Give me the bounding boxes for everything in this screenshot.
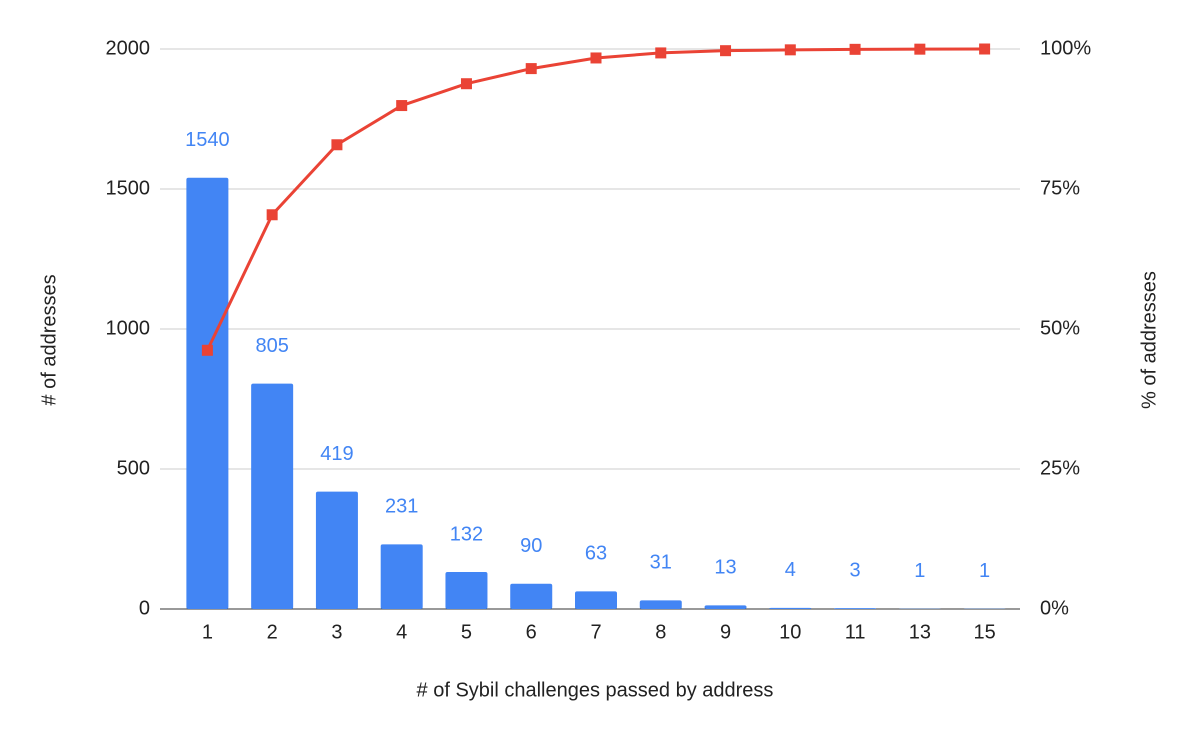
x-tick-label: 9 — [720, 621, 731, 643]
bar — [704, 605, 747, 609]
x-tick-label: 10 — [779, 621, 801, 643]
x-tick-label: 5 — [461, 621, 472, 643]
line-marker — [525, 63, 537, 75]
bar — [315, 491, 358, 609]
y2-axis-title: % of addresses — [1138, 271, 1160, 409]
x-tick-label: 7 — [590, 621, 601, 643]
x-tick-label: 13 — [909, 621, 931, 643]
line-marker — [720, 45, 732, 57]
x-tick-label: 1 — [202, 621, 213, 643]
x-axis-title: # of Sybil challenges passed by address — [417, 679, 774, 701]
data-label: 31 — [650, 552, 672, 574]
line-marker — [914, 43, 926, 55]
bar — [769, 607, 812, 609]
data-label: 13 — [714, 557, 736, 579]
data-label: 63 — [585, 543, 607, 565]
y-tick-label: 1000 — [106, 317, 151, 339]
x-tick-label: 4 — [396, 621, 407, 643]
line-marker — [460, 78, 472, 90]
bar — [186, 177, 229, 610]
data-label: 3 — [850, 559, 861, 581]
y2-tick-label: 50% — [1040, 317, 1080, 339]
y2-tick-label: 0% — [1040, 597, 1069, 619]
line — [206, 47, 985, 351]
data-label: 419 — [320, 443, 353, 465]
x-tick-label: 3 — [331, 621, 342, 643]
y-tick-label: 500 — [117, 457, 150, 479]
data-label: 132 — [450, 523, 483, 545]
data-label: 231 — [385, 496, 418, 518]
x-tick-label: 11 — [845, 621, 866, 643]
line-marker — [655, 47, 667, 59]
line-marker — [849, 43, 861, 55]
y2-tick-label: 100% — [1040, 37, 1091, 59]
data-label: 90 — [520, 535, 542, 557]
data-label: 1540 — [185, 129, 230, 151]
y2-tick-label: 25% — [1040, 457, 1080, 479]
data-label: 805 — [255, 335, 288, 357]
bar — [510, 583, 553, 609]
x-tick-label: 8 — [655, 621, 666, 643]
bar — [251, 383, 294, 609]
line-marker — [590, 52, 602, 64]
line-marker — [979, 43, 991, 55]
bar — [380, 544, 423, 609]
bar — [639, 600, 682, 609]
y2-tick-label: 75% — [1040, 177, 1080, 199]
data-label: 1 — [979, 560, 990, 582]
y-tick-label: 1500 — [106, 177, 151, 199]
line-marker — [266, 209, 278, 221]
bar — [834, 608, 877, 609]
line-marker — [331, 139, 343, 151]
y-axis-title: # of addresses — [38, 274, 60, 405]
x-tick-label: 6 — [526, 621, 537, 643]
line-marker — [396, 100, 408, 112]
x-tick-label: 2 — [267, 621, 278, 643]
bar — [445, 572, 488, 609]
line-marker — [784, 44, 796, 56]
x-tick-label: 15 — [973, 621, 995, 643]
bar — [575, 591, 617, 609]
line-marker — [201, 344, 213, 356]
data-label: 1 — [914, 560, 925, 582]
data-label: 4 — [785, 559, 796, 581]
y-tick-label: 0 — [139, 597, 150, 619]
y-tick-label: 2000 — [106, 37, 151, 59]
